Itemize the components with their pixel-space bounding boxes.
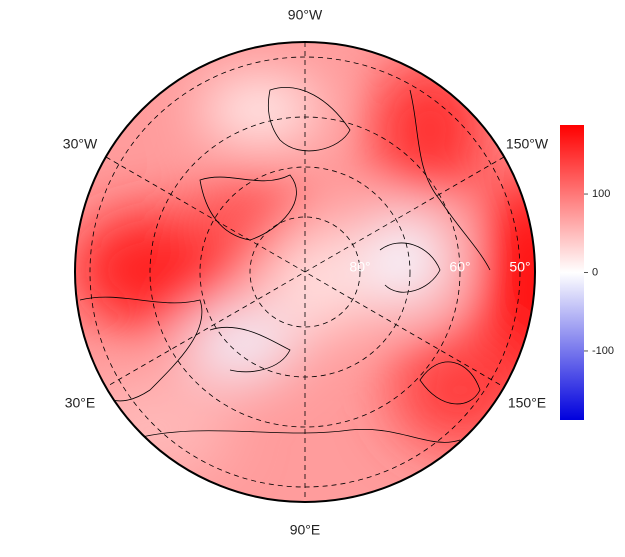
latitude-label: 50° xyxy=(509,259,530,275)
map-border xyxy=(74,41,536,503)
latitude-label: 60° xyxy=(449,259,470,275)
longitude-label: 150°W xyxy=(506,136,549,152)
colorbar-tick-label: 0 xyxy=(592,266,598,278)
longitude-label: 90°W xyxy=(288,7,323,23)
latitude-label: 80° xyxy=(349,259,370,275)
longitude-label: 30°W xyxy=(63,136,98,152)
graticule xyxy=(89,42,521,502)
colorbar-tick-label: 100 xyxy=(592,188,610,200)
longitude-label: 30°E xyxy=(65,395,96,411)
colorbar-tick-label: -100 xyxy=(592,345,614,357)
longitude-label: 150°E xyxy=(508,395,546,411)
longitude-label: 90°E xyxy=(290,522,321,538)
colorbar xyxy=(560,125,584,420)
